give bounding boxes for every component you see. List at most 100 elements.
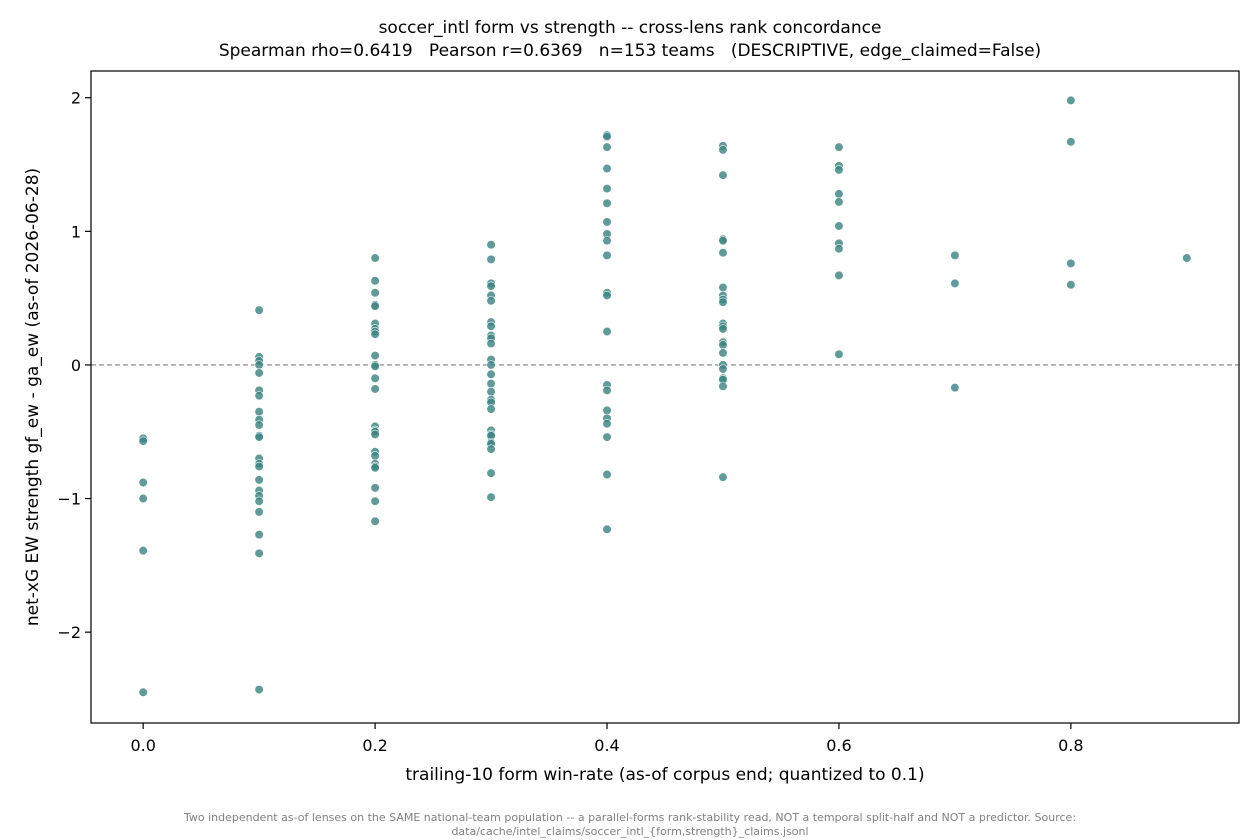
data-point — [602, 236, 612, 246]
data-point — [834, 221, 844, 231]
data-point — [718, 348, 728, 358]
data-point — [254, 548, 264, 558]
data-point — [950, 278, 960, 289]
data-point — [486, 404, 496, 414]
data-point — [370, 373, 380, 383]
data-point — [486, 360, 496, 370]
data-point — [254, 407, 264, 417]
data-point — [718, 381, 728, 391]
x-tick-label: 0.0 — [130, 736, 155, 755]
data-point — [718, 297, 728, 307]
data-point — [602, 131, 612, 142]
y-axis-label: net-xG EW strength gf_ew - ga_ew (as-of … — [23, 168, 43, 626]
data-point — [486, 254, 496, 264]
data-point — [486, 387, 496, 397]
data-point — [834, 165, 844, 175]
data-point — [254, 507, 264, 517]
data-point — [1182, 253, 1192, 263]
data-point — [718, 472, 728, 482]
data-point — [370, 288, 380, 298]
data-point — [718, 324, 728, 334]
y-tick-label: 2 — [71, 89, 81, 108]
data-point — [370, 329, 380, 339]
data-point — [254, 305, 264, 315]
data-point — [370, 451, 380, 461]
x-tick-label: 0.8 — [1058, 736, 1083, 755]
data-point — [370, 253, 380, 263]
data-point — [950, 383, 960, 393]
data-point — [370, 516, 380, 526]
x-tick-label: 0.4 — [594, 736, 619, 755]
data-point — [138, 436, 148, 446]
footnote-line-1: Two independent as-of lenses on the SAME… — [183, 811, 1077, 824]
data-point — [254, 391, 264, 401]
data-point — [370, 276, 380, 286]
data-point — [486, 369, 496, 379]
data-point — [138, 493, 148, 504]
data-point — [254, 432, 264, 442]
data-point — [602, 405, 612, 415]
y-tick-label: 1 — [71, 222, 81, 241]
data-point — [718, 282, 728, 293]
footnote-line-2: data/cache/intel_claims/soccer_intl_{for… — [451, 825, 809, 838]
data-point — [254, 420, 264, 430]
data-point — [834, 270, 844, 281]
data-point — [602, 326, 612, 337]
data-point — [370, 496, 380, 506]
data-point — [602, 163, 612, 174]
data-point — [834, 197, 844, 207]
x-axis-ticks: 0.0 0.2 0.4 0.6 0.8 — [130, 723, 1084, 755]
data-point — [602, 183, 612, 194]
data-point — [370, 350, 380, 361]
data-point — [834, 142, 844, 152]
data-point — [370, 429, 380, 440]
x-axis-label: trailing-10 form win-rate (as-of corpus … — [405, 765, 924, 785]
data-point — [486, 296, 496, 306]
data-point — [602, 217, 612, 227]
data-point — [254, 368, 264, 378]
data-point — [138, 687, 148, 697]
plot-frame — [90, 70, 1240, 724]
y-tick-label: −1 — [57, 490, 81, 509]
data-point — [1066, 137, 1076, 147]
data-point — [370, 384, 380, 394]
data-point — [370, 463, 380, 473]
data-point — [718, 364, 728, 374]
data-point — [486, 468, 496, 478]
x-tick-label: 0.2 — [362, 736, 387, 755]
data-point — [602, 198, 612, 208]
data-point — [254, 684, 264, 695]
y-tick-label: 0 — [71, 356, 81, 375]
data-point — [370, 483, 380, 493]
y-tick-label: −2 — [57, 623, 81, 642]
data-point — [718, 145, 728, 155]
data-point — [718, 170, 728, 180]
data-point — [486, 281, 496, 291]
data-point — [254, 530, 264, 540]
data-point — [602, 524, 612, 534]
x-tick-label: 0.6 — [826, 736, 851, 755]
data-point — [138, 477, 148, 488]
data-point — [138, 546, 148, 556]
data-point — [254, 360, 264, 370]
data-point — [834, 349, 844, 359]
data-point — [834, 244, 844, 254]
data-point — [254, 461, 264, 472]
data-point — [486, 492, 496, 502]
data-point — [370, 301, 380, 311]
chart-subtitle: Spearman rho=0.6419 Pearson r=0.6369 n=1… — [218, 41, 1042, 61]
data-point — [602, 290, 612, 301]
data-point — [486, 240, 496, 250]
chart-title: soccer_intl form vs strength -- cross-le… — [378, 18, 882, 38]
data-point — [834, 189, 844, 199]
data-point — [370, 361, 380, 371]
data-point — [718, 340, 728, 350]
data-point — [602, 419, 612, 429]
data-point — [602, 250, 612, 260]
data-point — [718, 236, 728, 246]
data-point — [1066, 280, 1076, 290]
data-point — [1066, 95, 1076, 105]
data-point — [602, 469, 612, 480]
data-point — [486, 321, 496, 331]
